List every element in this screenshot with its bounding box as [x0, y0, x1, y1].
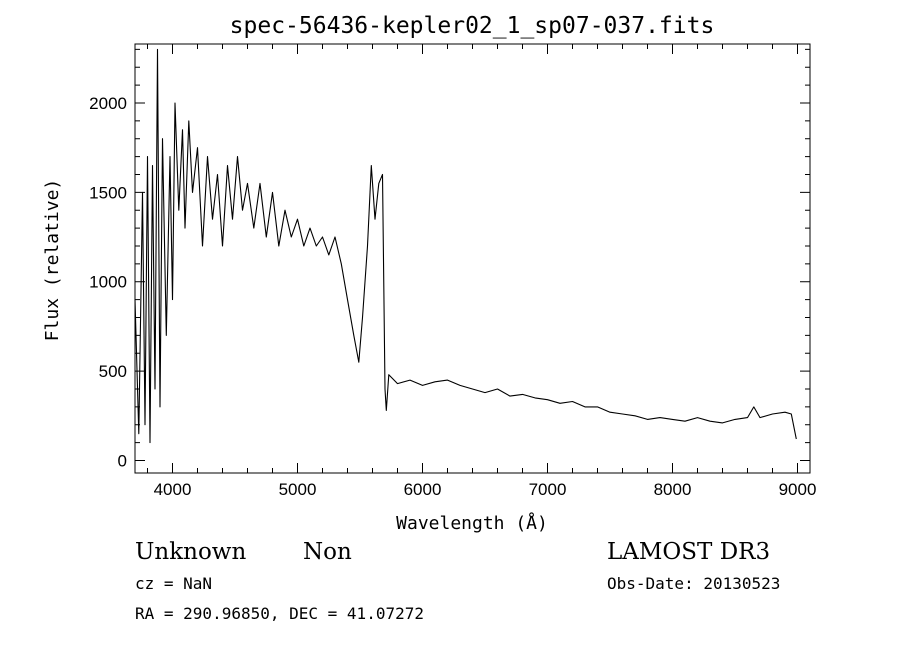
y-tick-label: 1000 [89, 273, 127, 292]
obs-date-label: Obs-Date: 20130523 [607, 574, 781, 593]
x-tick-label: 4000 [154, 480, 192, 499]
coordinates-label: RA = 290.96850, DEC = 41.07272 [135, 604, 424, 623]
plot-area: 4000 5000 6000 7000 8000 9000 0 500 1000 1500 2000 [89, 43, 817, 499]
y-axis-label: Flux (relative) [42, 179, 63, 342]
x-tick-label: 7000 [529, 480, 567, 499]
x-axis-label: Wavelength (Å) [396, 512, 548, 534]
x-tick-label: 6000 [404, 480, 442, 499]
subclass-label: Non [303, 539, 352, 565]
x-tick-label: 8000 [654, 480, 692, 499]
spectrum-line [134, 48, 797, 444]
redshift-label: cz = NaN [135, 574, 213, 593]
plot-frame [134, 43, 811, 474]
survey-label: LAMOST DR3 [607, 539, 771, 565]
x-tick-label: 9000 [779, 480, 817, 499]
y-tick-label: 0 [118, 451, 127, 470]
x-tick-label: 5000 [279, 480, 317, 499]
y-tick-label: 1500 [89, 183, 127, 202]
y-tick-label: 2000 [89, 94, 127, 113]
object-class-label: Unknown [135, 539, 247, 565]
chart-title: spec-56436-kepler02_1_sp07-037.fits [230, 13, 715, 39]
y-tick-label: 500 [99, 362, 127, 381]
